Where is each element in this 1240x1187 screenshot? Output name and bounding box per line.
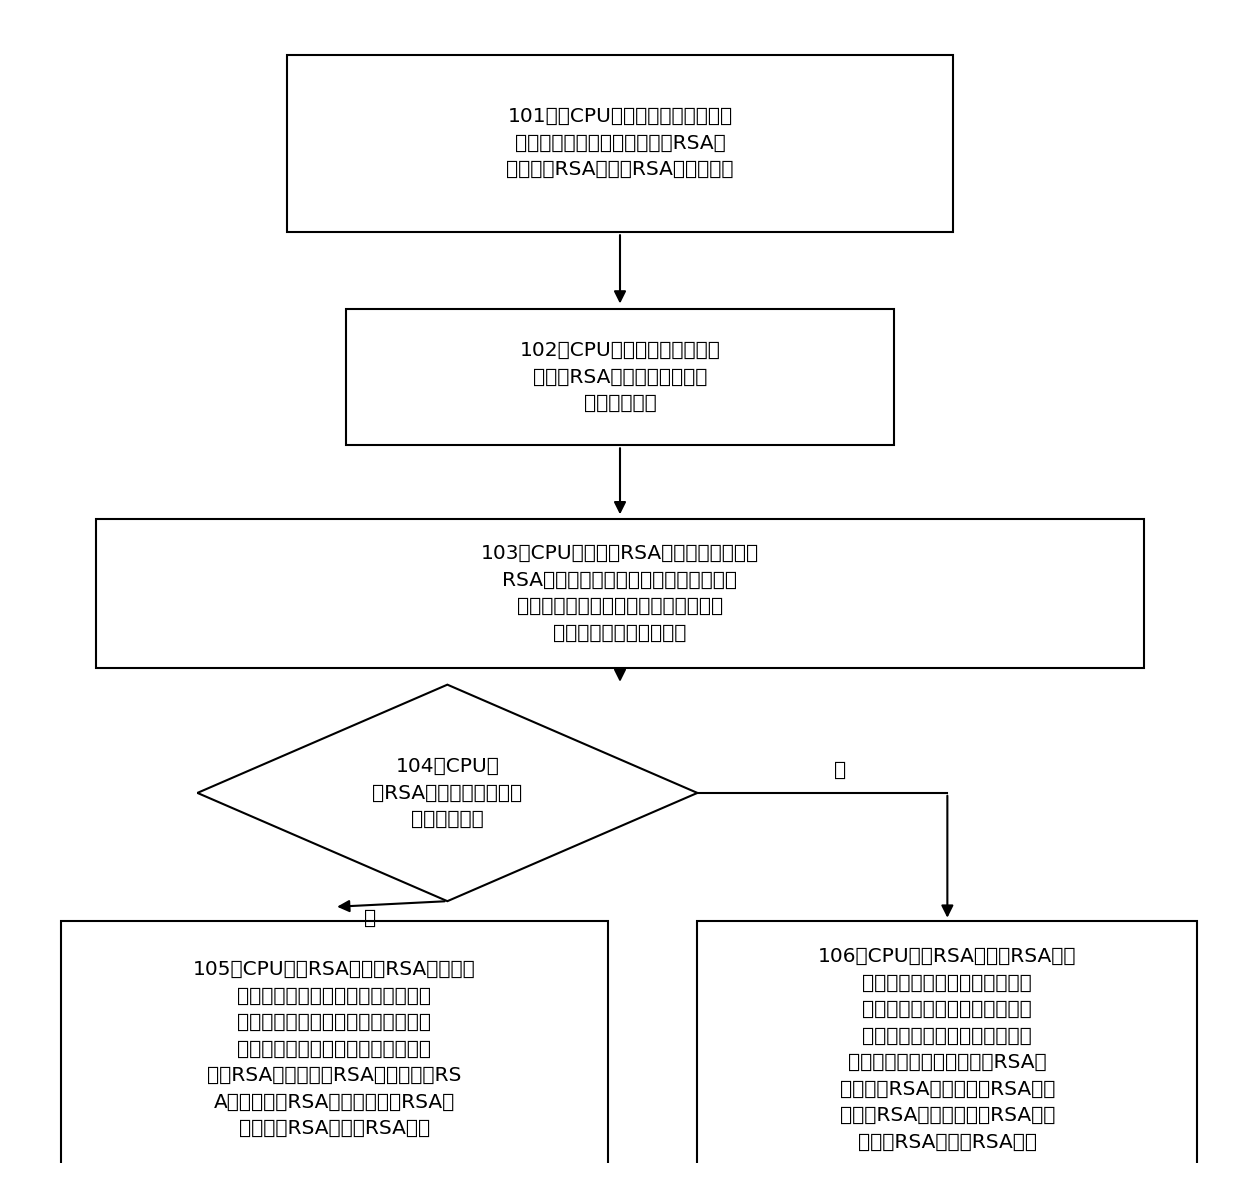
FancyBboxPatch shape [286,55,954,231]
Text: 106：CPU根据RSA模长、RSA公钥
指数、第一确定性素数和第二确
定性素数调用大数乘法接口、大
数除法接口、模乘接口、大数模
逆接口生成第二预设类型的RS: 106：CPU根据RSA模长、RSA公钥 指数、第一确定性素数和第二确 定性素数… [818,947,1076,1151]
Text: 102：CPU调用随机数生成接口
生成与RSA模长的安全性相匹
配的第一种子: 102：CPU调用随机数生成接口 生成与RSA模长的安全性相匹 配的第一种子 [520,341,720,413]
Text: 101：当CPU接收到生成密钥对指令
时，从生成密钥对指令中获取RSA公
钥指数、RSA模长、RSA密钥对类型: 101：当CPU接收到生成密钥对指令 时，从生成密钥对指令中获取RSA公 钥指数… [506,107,734,179]
FancyBboxPatch shape [697,921,1198,1178]
Text: 103：CPU分别根据RSA模长、第一种子和
RSA公钥指数调用哈希算法接口、模乘接
口、模加接口、模幂接口生成第一确定
性素数和第二确定性素数: 103：CPU分别根据RSA模长、第一种子和 RSA公钥指数调用哈希算法接口、模… [481,545,759,642]
Text: 104：CPU判
断RSA密钥对类型是否为
第一预设类型: 104：CPU判 断RSA密钥对类型是否为 第一预设类型 [372,757,522,829]
Text: 是: 是 [365,909,376,928]
Text: 否: 否 [835,761,846,780]
FancyBboxPatch shape [97,520,1143,667]
Text: 105：CPU根据RSA模长、RSA公钥指数
、第一确定性素数和第二确定性素数
调用大数乘法接口、大数模逆接口、
模乘接口、模减接口生成第一预设类
型的RSA公: 105：CPU根据RSA模长、RSA公钥指数 、第一确定性素数和第二确定性素数 … [193,960,476,1138]
FancyBboxPatch shape [346,309,894,445]
FancyBboxPatch shape [61,921,608,1178]
Polygon shape [197,685,697,901]
